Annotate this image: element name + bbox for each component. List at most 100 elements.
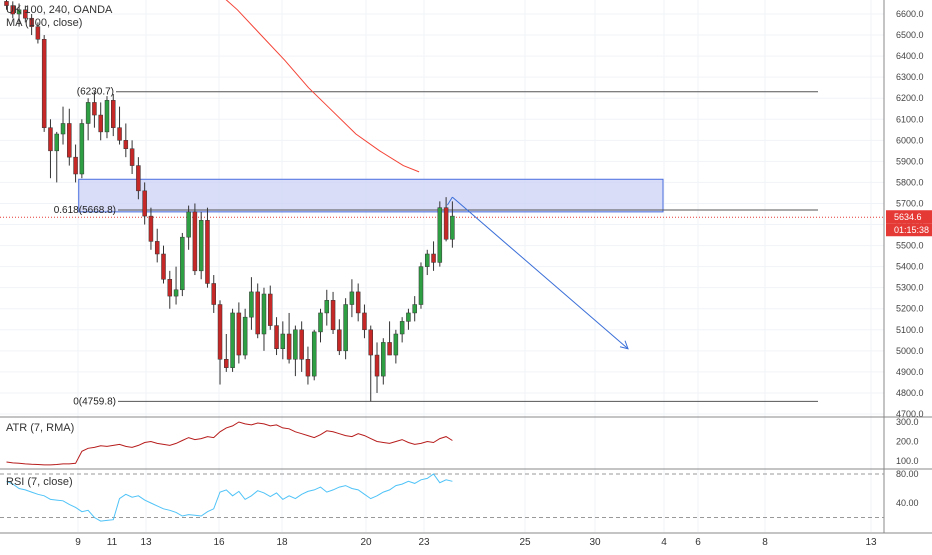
x-tick-label: 13 bbox=[865, 537, 877, 548]
current-price-badge bbox=[886, 210, 932, 224]
price-tick-label: 5200.0 bbox=[896, 304, 924, 314]
x-tick-label: 9 bbox=[75, 537, 81, 548]
candle bbox=[41, 35, 47, 132]
resistance-zone bbox=[78, 178, 664, 213]
candle-body bbox=[161, 253, 166, 280]
candle-body bbox=[85, 102, 91, 124]
candle bbox=[337, 319, 342, 356]
candle-body bbox=[286, 333, 292, 360]
price-tick-label: 6600.0 bbox=[896, 9, 924, 19]
candle-body bbox=[443, 207, 449, 240]
candles bbox=[4, 0, 455, 402]
symbol-title[interactable]: UK 100, 240, OANDA bbox=[6, 4, 113, 16]
price-tick-label: 6400.0 bbox=[896, 51, 924, 61]
fib-level-label: (6230.7) bbox=[77, 87, 114, 98]
candle-body bbox=[255, 291, 260, 335]
candle bbox=[343, 298, 348, 360]
candle-body bbox=[337, 329, 342, 352]
candle-body bbox=[211, 283, 216, 305]
candle bbox=[92, 91, 97, 128]
candle-body bbox=[355, 291, 361, 314]
candle-body bbox=[324, 300, 330, 314]
candle-body bbox=[381, 342, 386, 377]
candle-body bbox=[393, 333, 399, 356]
atr-legend[interactable]: ATR (7, RMA) bbox=[6, 422, 75, 434]
current-price-label: 5634.6 bbox=[894, 212, 922, 222]
candle-body bbox=[362, 312, 367, 331]
candle bbox=[111, 94, 116, 137]
price-tick-label: 6100.0 bbox=[896, 114, 924, 124]
rsi-legend[interactable]: RSI (7, close) bbox=[6, 476, 73, 488]
candle bbox=[16, 3, 22, 27]
candle-body bbox=[129, 148, 135, 166]
candle-body bbox=[173, 289, 179, 297]
candle bbox=[60, 106, 66, 145]
price-tick-label: 6000.0 bbox=[896, 135, 924, 145]
atr-tick-label: 300.0 bbox=[896, 417, 919, 427]
candle bbox=[355, 283, 361, 322]
candle bbox=[136, 157, 141, 200]
candle bbox=[180, 232, 185, 297]
candle-body bbox=[67, 123, 72, 158]
candle-body bbox=[343, 304, 348, 352]
atr-tick-label: 200.0 bbox=[896, 437, 919, 447]
price-tick-label: 5400.0 bbox=[896, 262, 924, 272]
candle-body bbox=[41, 39, 47, 128]
candle bbox=[173, 266, 179, 305]
candle-body bbox=[123, 140, 129, 149]
candle-body bbox=[54, 133, 59, 152]
candle bbox=[236, 302, 242, 364]
candle-body bbox=[349, 291, 355, 305]
price-tick-label: 6300.0 bbox=[896, 72, 924, 82]
candle-body bbox=[431, 253, 436, 263]
candle bbox=[412, 296, 417, 322]
candle bbox=[249, 277, 254, 330]
candle bbox=[10, 1, 16, 19]
candle bbox=[23, 5, 28, 23]
candle-body bbox=[299, 329, 304, 360]
x-tick-label: 23 bbox=[418, 537, 430, 548]
candle-body bbox=[111, 100, 116, 128]
candle bbox=[67, 108, 72, 166]
candle-body bbox=[224, 359, 229, 368]
candle-body bbox=[399, 321, 405, 335]
candle bbox=[167, 270, 173, 309]
candle-body bbox=[16, 9, 22, 15]
candle-body bbox=[406, 312, 411, 322]
moving-average-line bbox=[225, 0, 420, 173]
candle-body bbox=[249, 291, 254, 318]
candle-body bbox=[23, 9, 28, 19]
projection-arrow-head bbox=[619, 340, 629, 350]
candle bbox=[443, 197, 449, 242]
candle bbox=[261, 287, 267, 351]
candle bbox=[425, 249, 430, 276]
candle-body bbox=[437, 207, 443, 263]
candle bbox=[73, 144, 78, 183]
x-tick-label: 4 bbox=[661, 537, 667, 548]
candle-body bbox=[35, 26, 41, 40]
candle bbox=[381, 338, 386, 385]
price-tick-label: 5800.0 bbox=[896, 177, 924, 187]
candle-body bbox=[318, 312, 323, 333]
atr-tick-label: 100.0 bbox=[896, 456, 919, 466]
candle-body bbox=[180, 236, 185, 291]
x-tick-label: 16 bbox=[213, 537, 225, 548]
x-tick-label: 8 bbox=[762, 537, 768, 548]
candle bbox=[242, 308, 248, 360]
candle-body bbox=[79, 123, 85, 175]
ma-legend[interactable]: MA (100, close) bbox=[6, 17, 83, 29]
candle bbox=[186, 205, 191, 250]
projection-arrow-tail bbox=[446, 196, 453, 206]
candle bbox=[311, 329, 317, 381]
candle bbox=[35, 22, 41, 44]
candle bbox=[374, 342, 380, 393]
countdown-badge bbox=[886, 223, 932, 237]
candle bbox=[293, 325, 298, 377]
candle bbox=[431, 241, 436, 271]
candle-body bbox=[280, 333, 286, 349]
candle-body bbox=[104, 100, 110, 133]
candle-body bbox=[293, 329, 298, 360]
